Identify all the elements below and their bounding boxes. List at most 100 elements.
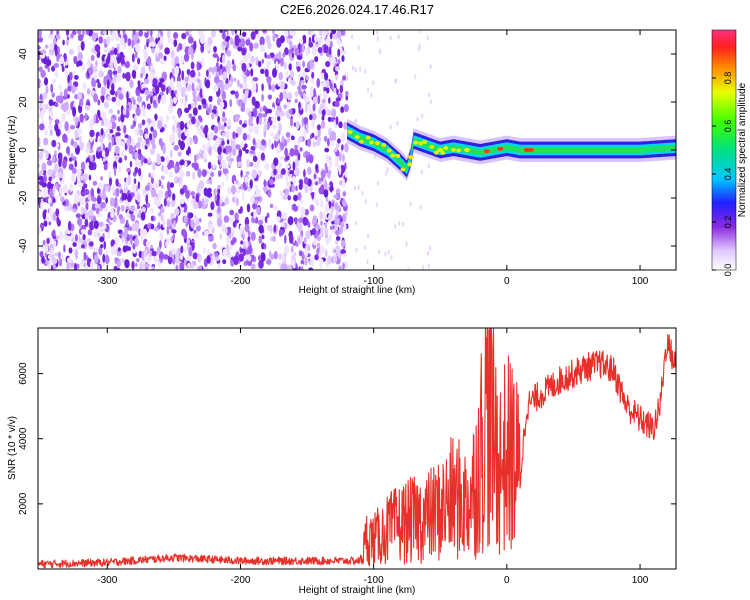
heatmap-cell xyxy=(329,40,333,49)
heatmap-cell xyxy=(77,128,83,135)
heatmap-cell xyxy=(174,176,179,184)
heatmap-cell xyxy=(322,82,327,88)
heatmap-cell xyxy=(75,173,82,180)
heatmap-cell xyxy=(38,30,42,39)
heatmap-cell xyxy=(280,263,286,270)
heatmap-cell xyxy=(207,161,212,170)
heatmap-y-axis-label: Frequency (Hz) xyxy=(7,116,18,185)
heatmap-cell xyxy=(263,123,268,133)
heatmap-cell xyxy=(285,131,291,138)
heatmap-cell xyxy=(321,99,326,104)
heatmap-cell xyxy=(123,124,127,134)
heatmap-cell xyxy=(200,132,206,138)
heatmap-cell xyxy=(79,196,85,205)
heatmap-cell xyxy=(94,254,98,264)
x-tick-label: -100 xyxy=(364,276,384,287)
heatmap-cell xyxy=(288,234,294,244)
heatmap-cell xyxy=(320,184,325,193)
heatmap-cell xyxy=(207,36,213,46)
snr-panel: -300 -200 -100 0 100 2000 4000 6000 Height of … xyxy=(7,327,677,596)
heatmap-cell xyxy=(134,152,137,161)
heatmap-cell xyxy=(76,194,80,203)
heatmap-cell xyxy=(38,78,41,89)
heatmap-cell xyxy=(119,189,124,194)
heatmap-cell xyxy=(134,166,139,174)
heatmap-cell xyxy=(102,253,106,263)
heatmap-cell xyxy=(174,56,180,66)
heatmap-cell xyxy=(248,124,254,134)
ridge-hotspot xyxy=(347,129,353,134)
heatmap-cell xyxy=(357,185,360,190)
heatmap-cell xyxy=(259,106,263,113)
heatmap-cell xyxy=(335,236,341,241)
heatmap-cell xyxy=(206,107,211,115)
heatmap-cell xyxy=(179,262,185,270)
snr-frame xyxy=(37,327,677,570)
heatmap-cell xyxy=(306,166,312,175)
heatmap-cell xyxy=(170,77,174,86)
heatmap-cell xyxy=(64,206,69,212)
heatmap-cell xyxy=(421,113,424,119)
heatmap-cell xyxy=(293,148,300,156)
heatmap-cell xyxy=(260,252,266,262)
y-tick-label: 6000 xyxy=(18,362,29,385)
heatmap-cell xyxy=(284,47,289,56)
heatmap-cell xyxy=(280,168,286,176)
heatmap-cell xyxy=(94,44,101,53)
heatmap-cell xyxy=(66,39,69,46)
heatmap-cell xyxy=(229,244,233,251)
heatmap-cell xyxy=(38,151,44,160)
heatmap-cell xyxy=(144,30,148,33)
heatmap-cell xyxy=(188,36,194,44)
heatmap-cell xyxy=(252,77,259,82)
heatmap-cell xyxy=(193,135,198,145)
heatmap-cell xyxy=(223,148,227,154)
heatmap-cell xyxy=(115,267,121,270)
heatmap-cell xyxy=(338,121,343,129)
heatmap-cell xyxy=(405,241,408,247)
heatmap-cell xyxy=(312,141,316,148)
heatmap-cell xyxy=(308,102,311,113)
heatmap-cell xyxy=(56,30,60,36)
y-tick-label: -20 xyxy=(18,190,29,205)
heatmap-cell xyxy=(247,254,252,262)
heatmap-cell xyxy=(84,218,89,228)
heatmap-cell xyxy=(137,136,142,143)
heatmap-cell xyxy=(143,52,148,60)
heatmap-cell xyxy=(66,261,70,270)
heatmap-cell xyxy=(74,75,79,80)
heatmap-cell xyxy=(229,37,234,46)
heatmap-cell xyxy=(98,221,104,227)
heatmap-cell xyxy=(163,123,168,129)
heatmap-cell xyxy=(100,244,104,249)
heatmap-cell xyxy=(101,95,105,103)
heatmap-cell xyxy=(173,39,178,47)
heatmap-cell xyxy=(249,42,254,52)
heatmap-cell xyxy=(291,135,295,141)
colorbar-ticks: 0.0 0.2 0.4 0.6 0.8 xyxy=(712,72,733,276)
heatmap-cell xyxy=(414,74,417,80)
heatmap-cell xyxy=(197,84,200,92)
heatmap-cell xyxy=(240,169,243,178)
heatmap-cell xyxy=(85,147,90,154)
heatmap-cell xyxy=(309,204,315,212)
heatmap-cell xyxy=(240,140,245,148)
heatmap-cell xyxy=(236,126,242,136)
heatmap-cell xyxy=(325,155,329,163)
heatmap-cell xyxy=(150,72,155,77)
heatmap-cell xyxy=(178,176,182,184)
ridge-hotspot xyxy=(354,134,360,139)
heatmap-cell xyxy=(138,167,142,177)
heatmap-cell xyxy=(261,139,266,146)
heatmap-cell xyxy=(135,185,139,192)
heatmap-cell xyxy=(311,113,317,121)
heatmap-cell xyxy=(141,83,146,89)
heatmap-x-axis: -300 -200 -100 0 100 xyxy=(97,30,649,287)
heatmap-cell xyxy=(319,211,323,221)
heatmap-cell xyxy=(115,187,120,198)
heatmap-cell xyxy=(273,168,277,176)
heatmap-cell xyxy=(351,34,354,40)
heatmap-cell xyxy=(150,223,155,230)
heatmap-cell xyxy=(245,149,250,154)
heatmap-cell xyxy=(111,83,115,92)
